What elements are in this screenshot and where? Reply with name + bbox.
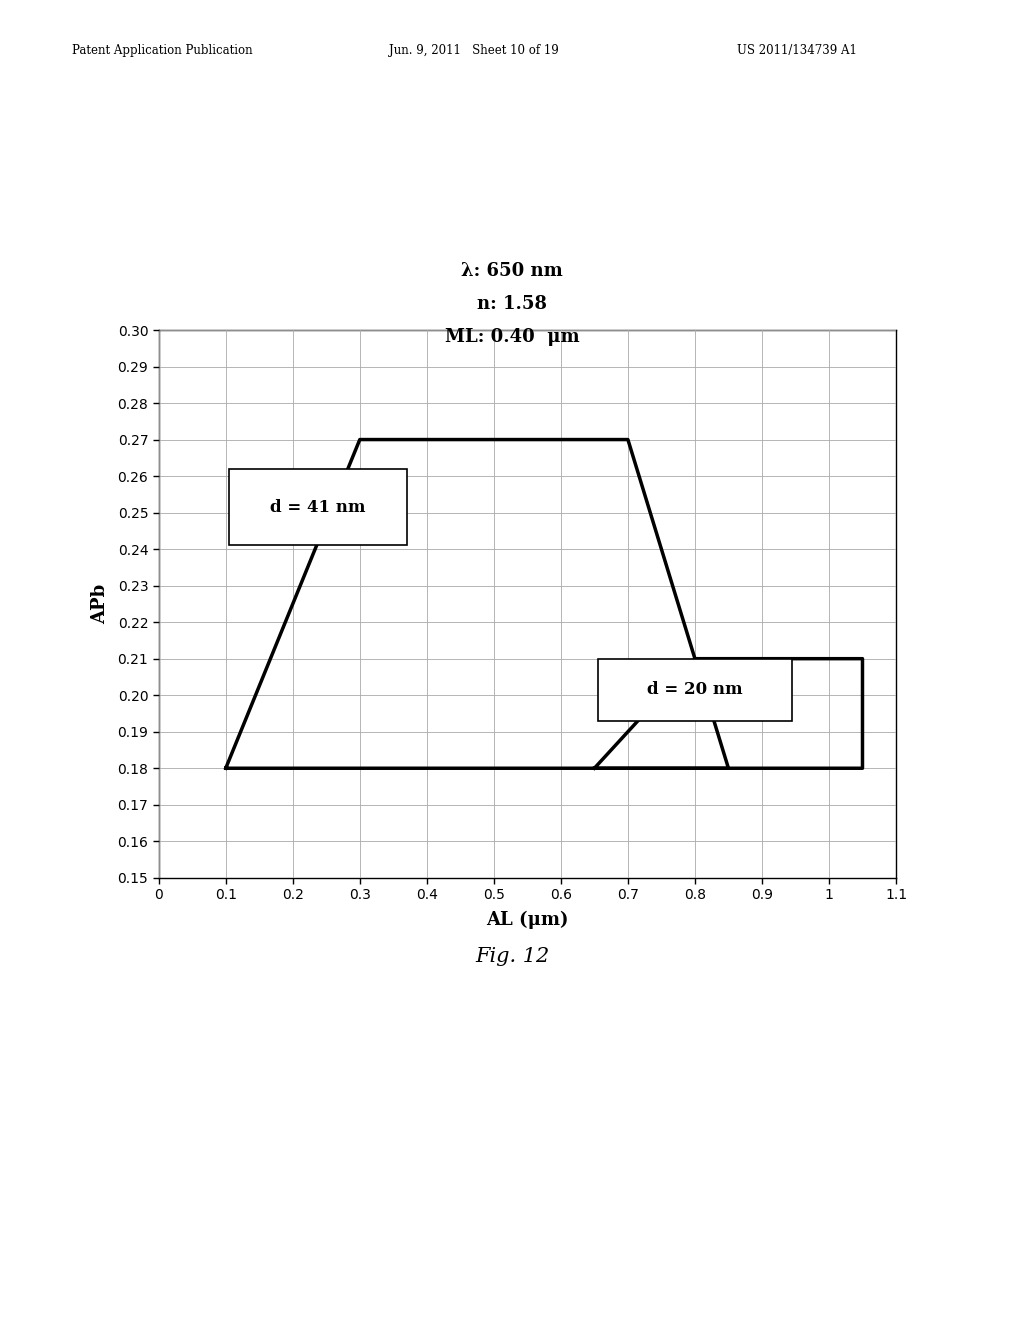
Text: Patent Application Publication: Patent Application Publication (72, 44, 252, 57)
Text: d = 41 nm: d = 41 nm (270, 499, 366, 516)
X-axis label: AL (μm): AL (μm) (486, 911, 568, 929)
FancyBboxPatch shape (598, 659, 793, 721)
Text: λ: 650 nm: λ: 650 nm (461, 261, 563, 280)
Text: ML: 0.40  μm: ML: 0.40 μm (444, 327, 580, 346)
Text: d = 20 nm: d = 20 nm (647, 681, 742, 698)
Text: n: 1.58: n: 1.58 (477, 294, 547, 313)
Text: Jun. 9, 2011   Sheet 10 of 19: Jun. 9, 2011 Sheet 10 of 19 (389, 44, 559, 57)
Text: Fig. 12: Fig. 12 (475, 948, 549, 966)
Y-axis label: APb: APb (91, 583, 110, 624)
FancyBboxPatch shape (229, 469, 407, 545)
Text: US 2011/134739 A1: US 2011/134739 A1 (737, 44, 857, 57)
